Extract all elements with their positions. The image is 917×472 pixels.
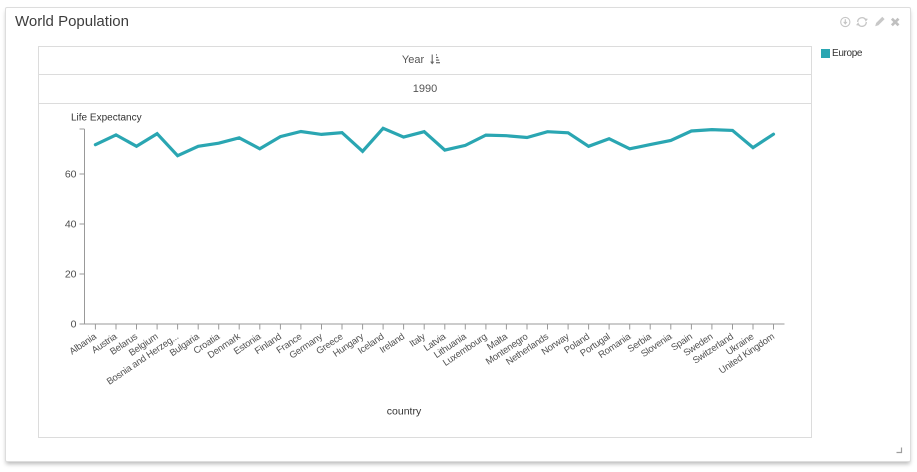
svg-text:Life Expectancy: Life Expectancy bbox=[71, 113, 142, 124]
svg-text:20: 20 bbox=[65, 269, 77, 281]
svg-text:40: 40 bbox=[65, 219, 77, 231]
svg-text:0: 0 bbox=[71, 319, 77, 331]
svg-text:country: country bbox=[387, 406, 422, 418]
svg-text:60: 60 bbox=[65, 169, 77, 181]
